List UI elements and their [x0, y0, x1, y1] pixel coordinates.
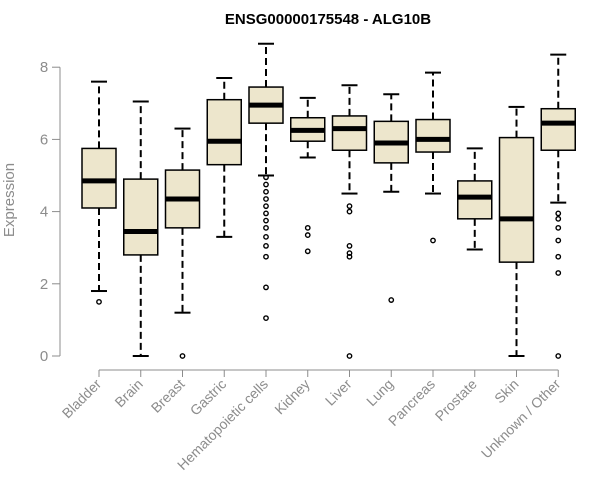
outlier-point [263, 253, 269, 260]
x-tick-label: Liver [322, 376, 355, 409]
outlier-point [555, 270, 562, 276]
outlier-point [430, 237, 436, 244]
x-tick-label: Kidney [271, 376, 313, 418]
outlier-point [346, 250, 353, 257]
y-tick-label: 4 [40, 204, 48, 221]
outlier-point [555, 253, 562, 260]
x-tick-label: Breast [148, 376, 188, 416]
iqr-box [498, 136, 535, 263]
outlier-point [263, 196, 269, 202]
x-tick-label: Bladder [59, 376, 105, 422]
box-gastric [206, 77, 242, 238]
box-kidney [290, 96, 326, 255]
outlier-point [263, 315, 269, 321]
y-tick-label: 2 [40, 276, 48, 293]
outlier-point [263, 233, 269, 240]
outlier-point [555, 353, 562, 359]
outlier-point [388, 297, 395, 303]
iqr-box [457, 180, 493, 220]
outlier-point [179, 353, 186, 359]
outlier-point [304, 248, 311, 255]
box-unknown-other [540, 53, 576, 359]
outlier-point [263, 217, 269, 224]
x-tick-label: Prostate [432, 376, 480, 424]
box-liver [331, 84, 368, 359]
outlier-point [346, 242, 353, 249]
outlier-point [304, 232, 311, 238]
outlier-point [263, 188, 269, 195]
box-hematopoietic-cells [248, 42, 284, 321]
box-skin [498, 105, 535, 357]
outlier-point [263, 210, 269, 217]
outlier-point [263, 203, 269, 210]
outlier-point [346, 203, 353, 210]
outlier-point [263, 284, 269, 291]
outlier-point [304, 224, 311, 231]
box-bladder [81, 80, 117, 305]
outlier-point [555, 237, 562, 244]
box-pancreas [415, 71, 451, 244]
y-axis: 0 2 4 6 8 [40, 59, 61, 365]
boxes-group [81, 42, 576, 359]
y-axis-label: Expression [1, 163, 18, 237]
x-tick-label: Unknown / Other [478, 376, 564, 462]
outlier-point [346, 253, 353, 260]
outlier-point [555, 224, 562, 231]
outlier-point [555, 215, 562, 222]
iqr-box [123, 178, 159, 256]
iqr-box [540, 107, 576, 151]
y-tick-label: 6 [40, 131, 48, 148]
y-tick-label: 8 [40, 59, 48, 76]
x-tick-label: Skin [491, 376, 522, 407]
iqr-box [415, 118, 451, 153]
box-lung [373, 93, 409, 303]
y-tick-label: 0 [40, 348, 48, 365]
outlier-point [263, 224, 269, 231]
outlier-point [263, 181, 269, 188]
x-tick-label: Lung [363, 376, 396, 409]
box-breast [164, 127, 201, 359]
outlier-point [263, 174, 269, 181]
box-prostate [457, 147, 493, 251]
chart-title: ENSG00000175548 - ALG10B [225, 11, 431, 28]
outlier-point [96, 298, 102, 305]
iqr-box [331, 115, 368, 151]
outlier-point [263, 242, 269, 249]
box-brain [123, 100, 159, 357]
outlier-point [555, 210, 562, 217]
outlier-point [346, 353, 353, 359]
iqr-box [81, 147, 117, 209]
x-tick-label: Brain [111, 376, 145, 410]
iqr-box [206, 98, 242, 166]
outlier-point [346, 208, 353, 215]
